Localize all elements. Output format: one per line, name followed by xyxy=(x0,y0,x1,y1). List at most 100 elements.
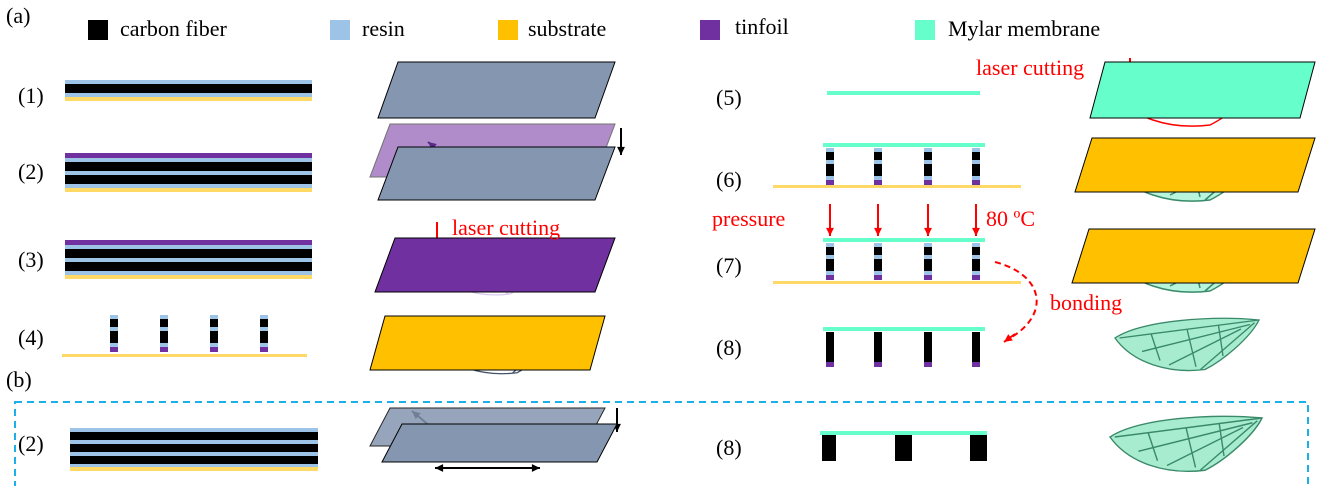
layer xyxy=(874,176,882,180)
layer xyxy=(70,428,318,432)
layer xyxy=(826,247,834,255)
layer xyxy=(924,164,932,176)
layer xyxy=(826,148,834,152)
layer xyxy=(826,332,834,362)
step-label: (6) xyxy=(716,167,742,192)
layer xyxy=(826,362,834,367)
substrate-line xyxy=(773,281,1021,284)
layer xyxy=(65,175,312,184)
layer xyxy=(160,343,168,347)
layer xyxy=(972,247,980,255)
layer xyxy=(210,319,218,327)
layer xyxy=(874,271,882,275)
step-label: (3) xyxy=(18,247,44,272)
annotation: pressure xyxy=(712,206,785,231)
step-label: (5) xyxy=(716,85,742,110)
layer xyxy=(110,343,118,347)
layer xyxy=(65,80,312,84)
legend-label: Mylar membrane xyxy=(948,16,1100,41)
layer xyxy=(972,180,980,185)
layer xyxy=(65,258,312,262)
step-label: (8) xyxy=(716,435,742,460)
annotation: laser cutting xyxy=(976,55,1084,80)
legend-label: tinfoil xyxy=(735,14,789,39)
legend-swatch xyxy=(498,20,518,40)
substrate-line xyxy=(773,185,1021,188)
wing-outline xyxy=(1115,318,1259,370)
step-label: (2) xyxy=(18,159,44,184)
layer xyxy=(826,255,834,259)
figure: (a) (b) carbon fiber resin substrate tin… xyxy=(0,0,1317,486)
layer xyxy=(972,243,980,247)
layer xyxy=(260,327,268,331)
layer xyxy=(874,164,882,176)
layer xyxy=(924,180,932,185)
panel-label: (b) xyxy=(6,367,32,392)
sheet xyxy=(370,316,605,370)
layer xyxy=(972,271,980,275)
layer xyxy=(874,180,882,185)
wing-outline xyxy=(1110,416,1262,471)
layer xyxy=(70,440,318,444)
layer xyxy=(260,331,268,343)
panel-label: (a) xyxy=(6,3,30,28)
layer xyxy=(70,464,318,467)
layer xyxy=(70,432,318,440)
layer xyxy=(65,275,312,279)
layer xyxy=(826,152,834,160)
layer xyxy=(924,271,932,275)
layer xyxy=(924,275,932,280)
layer xyxy=(70,444,318,452)
layer xyxy=(972,255,980,259)
layer xyxy=(210,327,218,331)
annotation: 80 ºC xyxy=(986,206,1035,231)
layer xyxy=(65,153,312,158)
layer xyxy=(70,456,318,464)
layer xyxy=(110,327,118,331)
layer xyxy=(972,362,980,367)
layer xyxy=(65,162,312,171)
layer xyxy=(972,164,980,176)
layer xyxy=(160,331,168,343)
block xyxy=(895,435,912,461)
layer xyxy=(874,275,882,280)
layer xyxy=(65,93,312,97)
mylar-line xyxy=(820,431,987,435)
layer xyxy=(874,332,882,362)
legend-swatch xyxy=(700,20,720,40)
layer xyxy=(874,259,882,271)
layer xyxy=(260,315,268,319)
step-label: (4) xyxy=(18,325,44,350)
layer xyxy=(972,275,980,280)
layer xyxy=(924,176,932,180)
annotation: bonding xyxy=(1050,290,1122,315)
legend-label: substrate xyxy=(528,16,606,41)
mylar-line xyxy=(823,238,985,242)
sheet xyxy=(1075,138,1315,192)
layer xyxy=(210,331,218,343)
layer xyxy=(874,148,882,152)
legend-swatch xyxy=(915,20,935,40)
layer xyxy=(972,148,980,152)
sheet xyxy=(375,238,615,292)
layer xyxy=(260,343,268,347)
sheet xyxy=(378,62,615,118)
layer xyxy=(924,148,932,152)
sheet xyxy=(1090,62,1315,118)
layer xyxy=(924,152,932,160)
mylar-line xyxy=(823,143,985,147)
layer xyxy=(924,362,932,367)
step-label: (1) xyxy=(18,83,44,108)
layer xyxy=(65,240,312,245)
layer xyxy=(874,243,882,247)
layer xyxy=(826,180,834,185)
layer xyxy=(65,245,312,249)
layer xyxy=(874,247,882,255)
layer xyxy=(826,243,834,247)
layer xyxy=(260,319,268,327)
layer xyxy=(972,152,980,160)
layer xyxy=(65,262,312,271)
layer xyxy=(874,152,882,160)
step-label: (7) xyxy=(716,253,742,278)
layer xyxy=(210,315,218,319)
